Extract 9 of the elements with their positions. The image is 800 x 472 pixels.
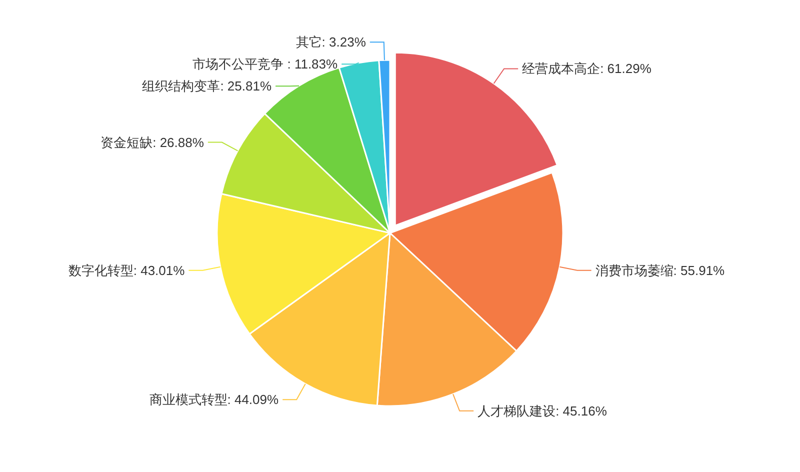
slice-label: 数字化转型: 43.01%	[68, 262, 186, 278]
slice-label: 资金短缺: 26.88%	[100, 134, 204, 150]
slice-label: 商业模式转型: 44.09%	[149, 392, 280, 408]
slice-label: 人才梯队建设: 45.16%	[478, 403, 608, 418]
slice-label: 经营成本高企: 61.29%	[522, 61, 652, 76]
slice-label: 组织结构变革: 25.81%	[142, 78, 272, 94]
slice-label: 其它: 3.23%	[296, 34, 366, 50]
slice-label: 消费市场萎缩: 55.91%	[595, 262, 726, 278]
slice-label: 市场不公平竞争 : 11.83%	[192, 56, 338, 72]
